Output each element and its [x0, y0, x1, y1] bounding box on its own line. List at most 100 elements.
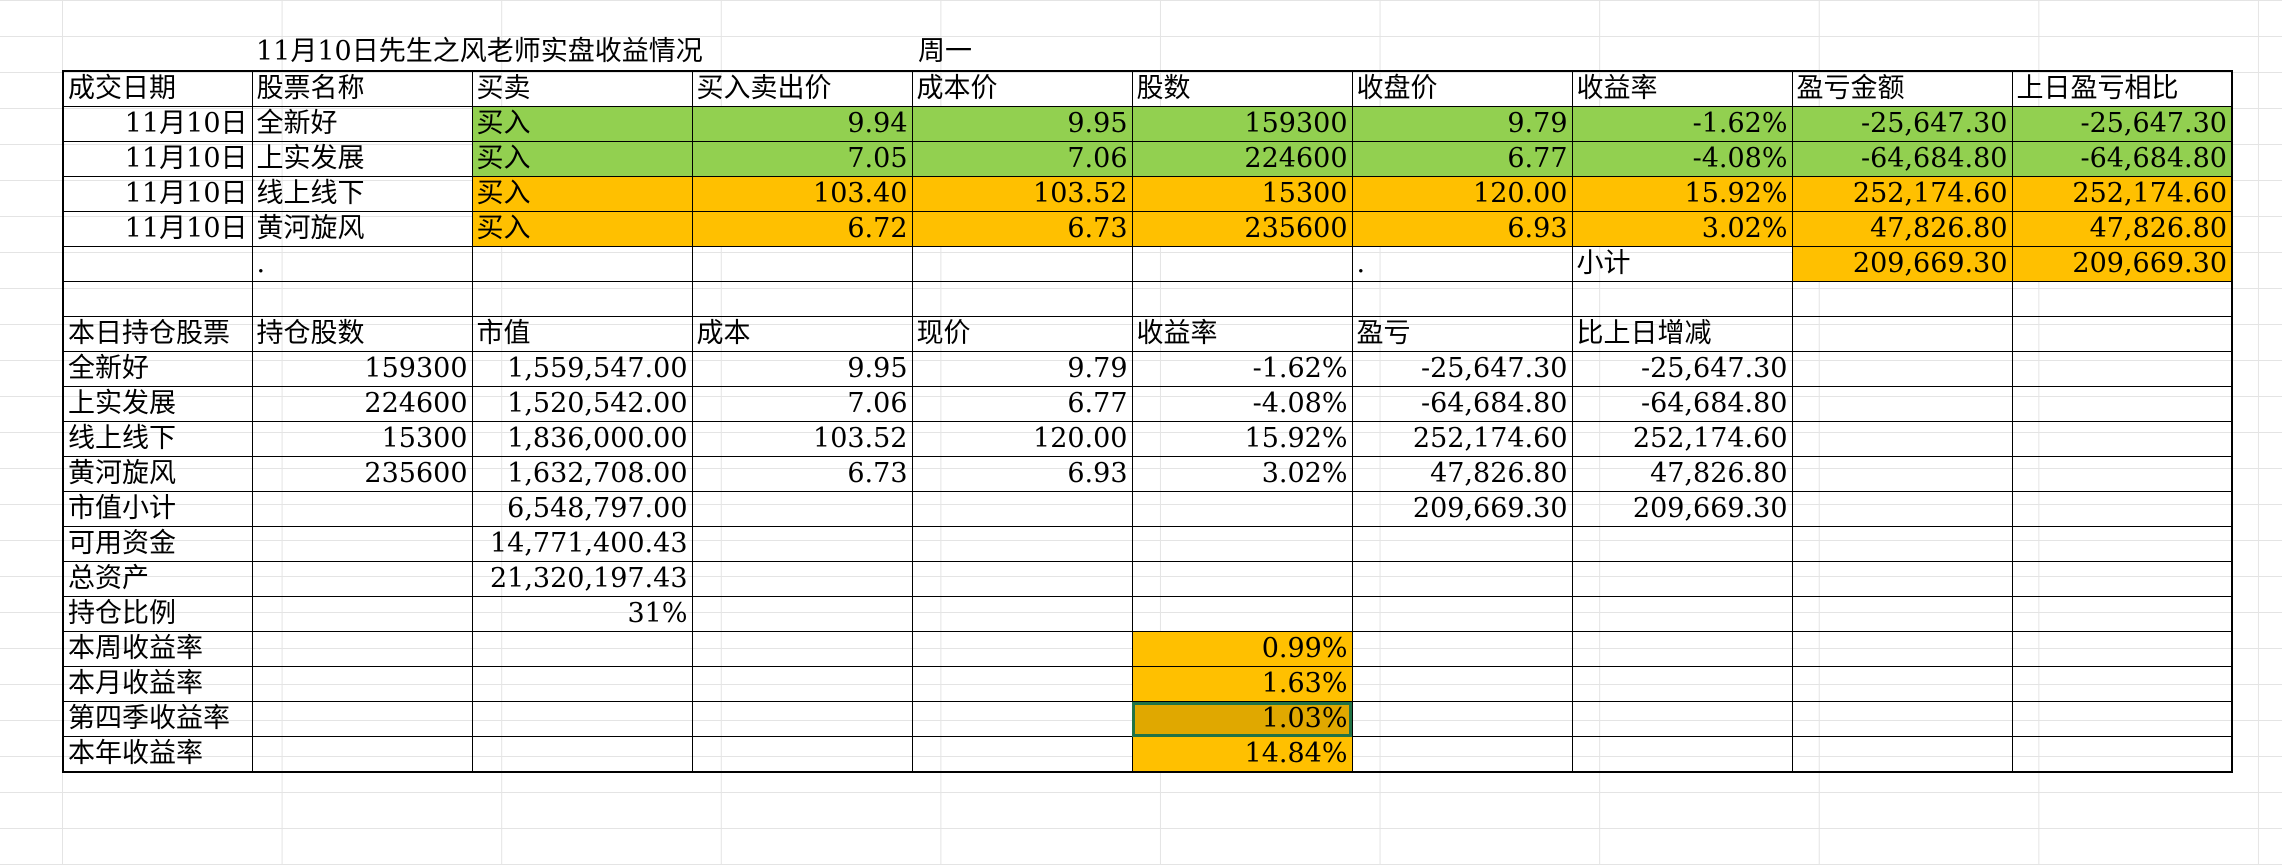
header-cell[interactable]: 本日持仓股票 — [62, 316, 253, 352]
cell[interactable] — [691, 281, 913, 317]
cell[interactable] — [251, 491, 473, 527]
sheet-title[interactable]: 11月10日先生之风老师实盘收益情况 — [256, 36, 703, 67]
cell[interactable]: 7.05 — [691, 141, 913, 177]
header-cell[interactable]: 收盘价 — [1351, 70, 1573, 107]
cell[interactable]: -64,684.80 — [1351, 386, 1573, 422]
cell[interactable] — [911, 631, 1133, 667]
cell[interactable] — [1131, 246, 1353, 282]
cell[interactable]: 1.63% — [1131, 666, 1353, 702]
cell[interactable]: 买入 — [471, 141, 693, 177]
header-cell[interactable]: 股票名称 — [251, 70, 473, 107]
cell[interactable]: 6.72 — [691, 211, 913, 247]
cell[interactable]: 11月10日 — [62, 211, 253, 247]
cell[interactable]: -64,684.80 — [2011, 141, 2233, 177]
cell[interactable] — [471, 666, 693, 702]
cell[interactable]: 235600 — [251, 456, 473, 492]
cell[interactable] — [911, 491, 1133, 527]
cell[interactable] — [1791, 351, 2013, 387]
cell[interactable] — [911, 666, 1133, 702]
cell[interactable]: . — [1351, 246, 1573, 282]
cell[interactable]: 11月10日 — [62, 106, 253, 142]
cell[interactable]: 黄河旋风 — [62, 456, 253, 492]
cell[interactable]: -25,647.30 — [1571, 351, 1793, 387]
header-cell[interactable]: 收益率 — [1131, 316, 1353, 352]
cell[interactable]: 103.40 — [691, 176, 913, 212]
cell[interactable]: 103.52 — [691, 421, 913, 457]
cell[interactable] — [691, 596, 913, 632]
header-cell[interactable]: 成交日期 — [62, 70, 253, 107]
cell[interactable] — [1351, 701, 1573, 737]
cell[interactable] — [911, 281, 1133, 317]
cell[interactable]: 7.06 — [911, 141, 1133, 177]
cell[interactable] — [1131, 561, 1353, 597]
cell[interactable] — [1351, 596, 1573, 632]
cell[interactable] — [471, 736, 693, 773]
header-cell[interactable]: 成本价 — [911, 70, 1133, 107]
cell[interactable]: 1,520,542.00 — [471, 386, 693, 422]
cell[interactable]: 1,632,708.00 — [471, 456, 693, 492]
cell[interactable] — [1131, 491, 1353, 527]
cell[interactable]: 224600 — [251, 386, 473, 422]
cell[interactable]: 120.00 — [1351, 176, 1573, 212]
cell[interactable] — [251, 281, 473, 317]
cell[interactable] — [1791, 316, 2013, 352]
cell[interactable] — [911, 596, 1133, 632]
cell[interactable] — [691, 736, 913, 773]
cell[interactable]: 9.95 — [691, 351, 913, 387]
header-cell[interactable]: 盈亏 — [1351, 316, 1573, 352]
cell[interactable]: 买入 — [471, 106, 693, 142]
cell[interactable]: 209,669.30 — [1351, 491, 1573, 527]
header-cell[interactable]: 股数 — [1131, 70, 1353, 107]
cell[interactable] — [1791, 491, 2013, 527]
cell[interactable] — [1791, 526, 2013, 562]
cell[interactable]: -64,684.80 — [1791, 141, 2013, 177]
cell[interactable]: 6.93 — [911, 456, 1133, 492]
cell[interactable] — [1571, 701, 1793, 737]
cell[interactable] — [251, 561, 473, 597]
cell[interactable] — [1571, 526, 1793, 562]
cell[interactable] — [1791, 281, 2013, 317]
cell[interactable]: 第四季收益率 — [62, 701, 253, 737]
cell[interactable] — [2011, 491, 2233, 527]
cell[interactable]: 1,836,000.00 — [471, 421, 693, 457]
cell[interactable]: 7.06 — [691, 386, 913, 422]
cell[interactable] — [1131, 281, 1353, 317]
cell[interactable] — [2011, 701, 2233, 737]
cell[interactable] — [1791, 631, 2013, 667]
cell[interactable] — [251, 631, 473, 667]
cell[interactable] — [1791, 421, 2013, 457]
cell[interactable] — [1351, 526, 1573, 562]
cell[interactable] — [2011, 386, 2233, 422]
cell[interactable]: -25,647.30 — [2011, 106, 2233, 142]
cell[interactable] — [471, 281, 693, 317]
cell[interactable]: 9.79 — [911, 351, 1133, 387]
cell[interactable] — [1131, 596, 1353, 632]
header-cell[interactable]: 买入卖出价 — [691, 70, 913, 107]
selected-cell[interactable]: 1.03% — [1131, 701, 1353, 737]
cell[interactable] — [691, 701, 913, 737]
cell[interactable]: 0.99% — [1131, 631, 1353, 667]
cell[interactable] — [691, 246, 913, 282]
cell[interactable]: -4.08% — [1131, 386, 1353, 422]
cell[interactable]: 本月收益率 — [62, 666, 253, 702]
cell[interactable]: 15.92% — [1571, 176, 1793, 212]
header-cell[interactable]: 持仓股数 — [251, 316, 473, 352]
cell[interactable] — [62, 246, 253, 282]
cell[interactable]: 买入 — [471, 211, 693, 247]
cell[interactable] — [1791, 561, 2013, 597]
cell[interactable]: 14.84% — [1131, 736, 1353, 773]
cell[interactable]: 11月10日 — [62, 141, 253, 177]
cell[interactable]: 黄河旋风 — [251, 211, 473, 247]
cell[interactable]: 买入 — [471, 176, 693, 212]
cell[interactable]: 9.95 — [911, 106, 1133, 142]
cell[interactable]: 6,548,797.00 — [471, 491, 693, 527]
cell[interactable] — [471, 246, 693, 282]
cell[interactable]: 线上线下 — [251, 176, 473, 212]
header-cell[interactable]: 盈亏金额 — [1791, 70, 2013, 107]
cell[interactable] — [1351, 281, 1573, 317]
cell[interactable] — [251, 526, 473, 562]
cell[interactable]: 持仓比例 — [62, 596, 253, 632]
cell[interactable]: 6.93 — [1351, 211, 1573, 247]
cell[interactable] — [1571, 561, 1793, 597]
cell[interactable] — [1571, 666, 1793, 702]
